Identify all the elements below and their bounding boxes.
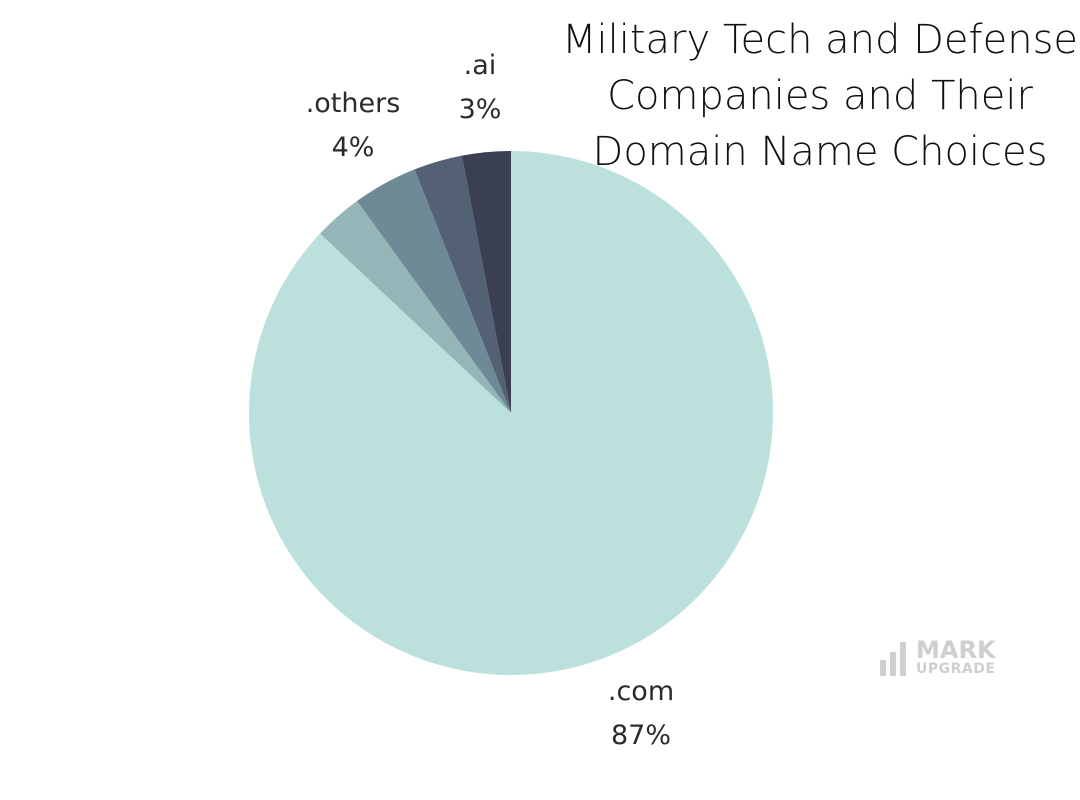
logo-word-upgrade: UPGRADE <box>916 661 996 677</box>
watermark-logo: MARK UPGRADE <box>878 638 1008 680</box>
slice-label-others: .others 4% <box>263 82 443 170</box>
pie-slice-com <box>248 151 773 676</box>
slice-label-others-percent: 4% <box>331 132 375 163</box>
chart-title-line-2: Companies and Their <box>607 73 1033 119</box>
slice-label-ai: .ai 3% <box>390 44 570 132</box>
slice-label-ai-name: .ai <box>463 50 497 81</box>
bar-chart-logo-icon <box>880 642 906 676</box>
slice-label-com-percent: 87% <box>610 720 671 751</box>
chart-title-line-1: Military Tech and Defense <box>561 17 1079 63</box>
chart-title: Military Tech and Defense Companies and … <box>560 12 1080 180</box>
slice-label-others-name: .others <box>305 88 401 119</box>
pie-slice-others <box>357 169 511 413</box>
chart-title-line-3: Domain Name Choices <box>592 129 1048 175</box>
pie-slice-ai <box>461 151 511 413</box>
logo-word-mark: MARK <box>916 636 996 664</box>
slice-label-com-name: .com <box>607 676 675 707</box>
pie-slice-unlabeled-3 <box>414 155 511 413</box>
slice-label-com: .com 87% <box>551 670 731 758</box>
slice-label-ai-percent: 3% <box>458 94 502 125</box>
pie-slice-unlabeled-1 <box>320 201 511 413</box>
